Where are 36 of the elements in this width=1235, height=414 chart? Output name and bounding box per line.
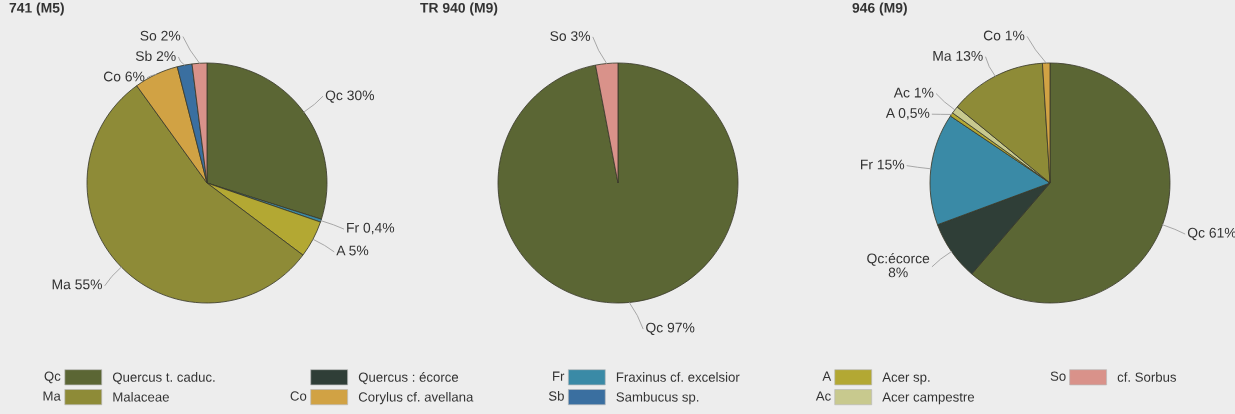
legend-label: Ma (43, 391, 61, 401)
legend-label: Qc (44, 371, 61, 384)
chart-title: TR 940 (M9) (420, 2, 498, 16)
text: Quercus t. caduc. (112, 372, 215, 385)
text: Acer sp. (882, 372, 930, 385)
slice-label: Ma 13% (933, 50, 983, 61)
legend-label: Ac (815, 391, 831, 401)
category-label: Co 6% (103, 71, 145, 82)
chart-title: 741 (M5) (9, 2, 64, 16)
legend-label: Fr (553, 371, 565, 381)
data-label: 8% (888, 267, 908, 278)
legend-label: A (822, 371, 832, 381)
legend-label: Sb (548, 390, 564, 401)
category-label: Fr 0,4% (347, 222, 395, 235)
text: Fraxinus cf. excelsior (616, 372, 740, 382)
text: Malaceae (113, 391, 169, 402)
slice-label: A 0,5% (885, 108, 930, 120)
category-label: Ac 1% (893, 87, 934, 98)
category-label: So 2% (140, 30, 181, 41)
slice-label: Co 1% (983, 30, 1025, 41)
category-label: A 5% (336, 245, 369, 256)
legend-label: Co (290, 391, 307, 401)
chart-title: 946 (M9) (852, 2, 907, 16)
text: Acer campestre (882, 392, 975, 405)
category-label: Sb 2% (135, 50, 176, 62)
category-label: Ma 55% (52, 279, 103, 290)
legend-label: So (1050, 371, 1066, 381)
text: cf. Sorbus (1117, 372, 1177, 382)
slice-label: Fr 15% (861, 159, 905, 170)
category-label: Qc 30% (325, 90, 375, 103)
text: Corylus cf. avellana (358, 391, 474, 405)
slice-label: So 3% (550, 31, 591, 41)
text: Quercus : écorce (358, 371, 459, 385)
slice-label: Qc:écorce (867, 252, 930, 266)
text: Sambucus sp. (616, 391, 699, 405)
slice-label: Qc 97% (646, 322, 695, 335)
